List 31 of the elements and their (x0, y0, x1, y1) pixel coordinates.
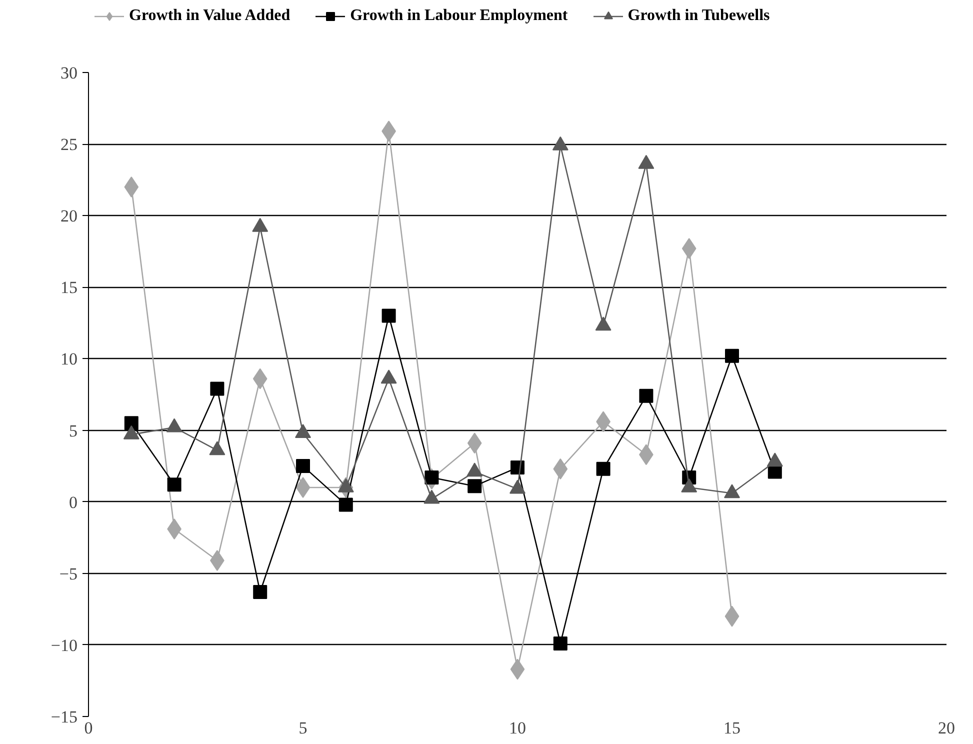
x-tick-label: 20 (938, 718, 955, 738)
point (338, 498, 353, 512)
y-tick-label: 25 (60, 135, 78, 154)
y-tick-label: 0 (69, 492, 78, 512)
y-tick-label: 30 (60, 64, 78, 82)
x-tick-label: 10 (509, 718, 526, 738)
x-tick-label: 5 (298, 718, 308, 738)
point (253, 584, 268, 599)
y-tick-label: −15 (50, 708, 78, 726)
point (424, 470, 439, 485)
point (210, 382, 224, 396)
y-tick-label: 15 (60, 278, 78, 298)
y-tick-label: 10 (60, 350, 78, 369)
point (167, 478, 182, 492)
y-tick-label: −10 (50, 636, 78, 655)
y-tick-label: 5 (69, 421, 78, 440)
point (382, 308, 396, 323)
y-tick-label: 20 (60, 206, 78, 226)
point (468, 479, 482, 494)
legend-label: Growth in Value Added (129, 7, 290, 25)
point (124, 416, 138, 430)
point (639, 388, 654, 403)
x-tick-label: 15 (724, 718, 740, 738)
point (553, 636, 568, 651)
legend-label: Growth in Labour Employment (350, 7, 568, 25)
y-tick-label: −5 (59, 564, 78, 584)
point (296, 459, 310, 474)
point (725, 348, 739, 363)
legend-label: Growth in Tubewells (628, 7, 770, 25)
point (596, 462, 610, 476)
x-tick-label: 0 (84, 718, 93, 738)
